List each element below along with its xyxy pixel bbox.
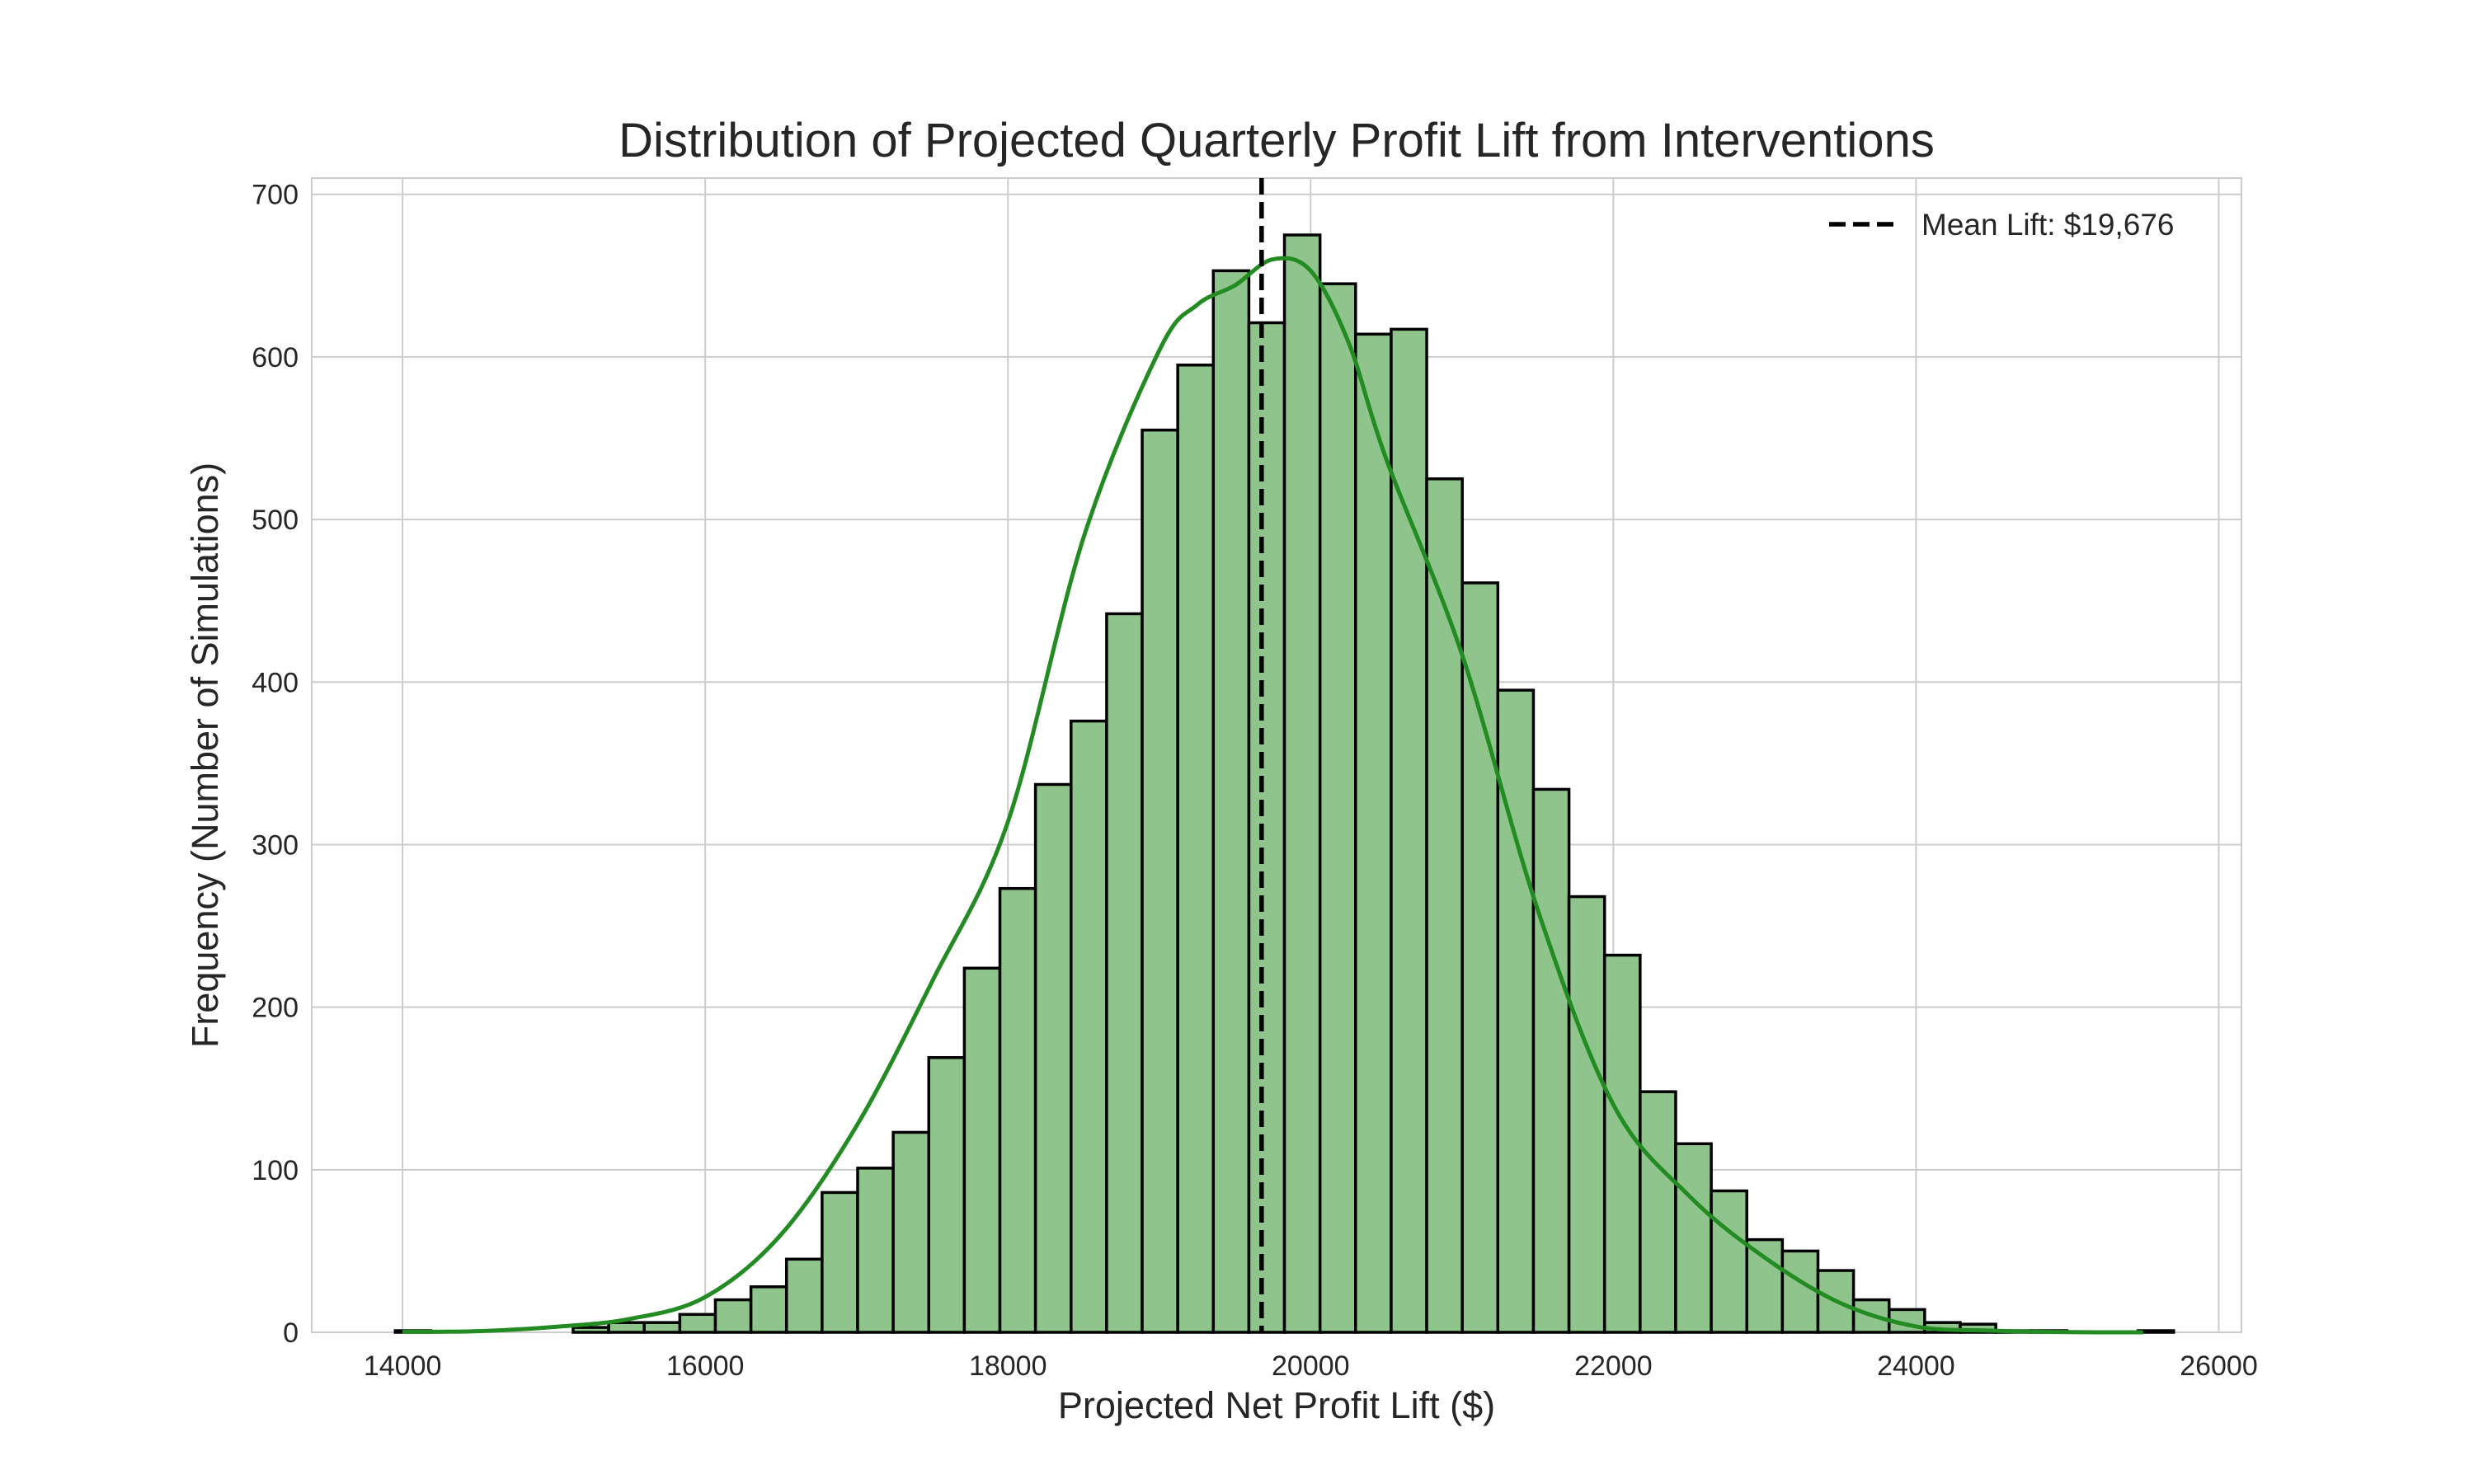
- legend-label-mean: Mean Lift: $19,676: [1921, 208, 2175, 242]
- x-axis-label: Projected Net Profit Lift ($): [1058, 1384, 1495, 1426]
- y-tick-label: 100: [252, 1155, 299, 1186]
- histogram-bar: [1105, 612, 1144, 1334]
- histogram-bar: [856, 1167, 895, 1334]
- histogram-bar: [713, 1298, 753, 1334]
- histogram-bar: [749, 1285, 788, 1334]
- histogram-bar: [1247, 321, 1286, 1334]
- histogram-bar: [678, 1313, 717, 1334]
- histogram-bar: [1780, 1249, 1820, 1334]
- histogram-bar: [1176, 364, 1216, 1334]
- histogram-bar: [1674, 1142, 1713, 1334]
- histogram-bar: [1460, 581, 1500, 1334]
- histogram-bar: [1318, 282, 1357, 1334]
- histogram-bar: [784, 1257, 824, 1334]
- histogram-bar: [962, 966, 1002, 1334]
- y-tick-label: 700: [252, 180, 299, 211]
- histogram-bar: [1710, 1189, 1748, 1334]
- histogram-bar: [1033, 782, 1073, 1334]
- y-axis-label: Frequency (Number of Simulations): [184, 463, 226, 1048]
- histogram-bar: [1282, 233, 1322, 1334]
- x-tick-label: 14000: [364, 1350, 442, 1382]
- x-tick-label: 20000: [1272, 1350, 1350, 1382]
- histogram-bar: [891, 1130, 930, 1334]
- x-tick-label: 18000: [969, 1350, 1047, 1382]
- y-tick-label: 0: [283, 1317, 299, 1349]
- x-tick-label: 16000: [666, 1350, 745, 1382]
- x-tick-label: 24000: [1877, 1350, 1955, 1382]
- histogram-bar: [1141, 428, 1179, 1334]
- histogram-bar: [1211, 269, 1251, 1334]
- histogram-bar: [1745, 1237, 1785, 1334]
- chart-title: Distribution of Projected Quarterly Prof…: [618, 114, 1935, 167]
- kde-curve: [402, 256, 2143, 1335]
- histogram-bar: [1602, 953, 1642, 1334]
- y-tick-label: 200: [252, 993, 299, 1024]
- y-tick-label: 400: [252, 667, 299, 698]
- histogram-bar: [1531, 787, 1571, 1334]
- x-tick-label: 22000: [1574, 1350, 1653, 1382]
- histogram-bar: [607, 1321, 646, 1334]
- histogram-bar: [642, 1321, 682, 1334]
- histogram-bar: [2136, 1329, 2175, 1334]
- histogram-bar: [1354, 332, 1393, 1334]
- histogram-bar: [1070, 719, 1108, 1334]
- histogram-bars: [393, 233, 2175, 1334]
- histogram-bar: [571, 1326, 610, 1334]
- y-tick-label: 500: [252, 505, 299, 536]
- histogram-bar: [821, 1190, 859, 1334]
- histogram-bar: [1639, 1090, 1677, 1334]
- histogram-bar: [927, 1056, 967, 1334]
- axis-ticks: 14000 16000 18000 20000 22000 24000 26000 0 100 2…: [252, 180, 2257, 1382]
- histogram-bar: [1390, 327, 1428, 1334]
- y-tick-label: 300: [252, 829, 299, 861]
- legend: Mean Lift: $19,676: [1829, 208, 2175, 242]
- x-tick-label: 26000: [2180, 1350, 2258, 1382]
- histogram-bar: [1567, 895, 1606, 1334]
- histogram-bar: [998, 886, 1037, 1334]
- y-tick-label: 600: [252, 342, 299, 373]
